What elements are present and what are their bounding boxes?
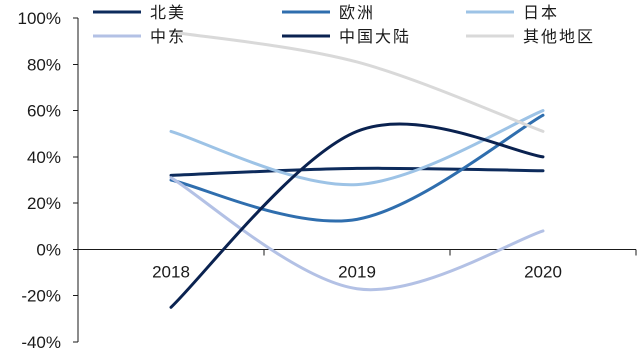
legend-label: 中东 <box>150 27 186 46</box>
data-point <box>540 228 546 234</box>
y-tick-label: -20% <box>21 287 61 306</box>
y-tick-label: 0% <box>36 240 61 259</box>
data-point <box>540 168 546 174</box>
legend-item: 其他地区 <box>466 27 595 46</box>
data-point <box>540 108 546 114</box>
data-point <box>540 154 546 160</box>
legend-label: 欧洲 <box>339 3 375 22</box>
data-point <box>354 128 360 134</box>
series-line-3 <box>169 109 545 187</box>
series-line-1 <box>169 166 545 177</box>
x-category-label: 2020 <box>524 262 562 281</box>
y-tick-label: 20% <box>27 194 61 213</box>
data-point <box>168 128 174 134</box>
data-point <box>354 182 360 188</box>
x-category-label: 2019 <box>338 262 376 281</box>
series-line-5 <box>169 122 545 309</box>
legend-item: 中国大陆 <box>282 27 411 46</box>
y-tick-label: -40% <box>21 333 61 352</box>
legend-item: 日本 <box>466 3 559 22</box>
series-lines <box>168 30 546 310</box>
legend-label: 日本 <box>523 3 559 22</box>
y-tick-label: 100% <box>18 9 61 28</box>
y-tick-label: 80% <box>27 55 61 74</box>
x-category-label: 2018 <box>152 262 190 281</box>
legend-item: 中东 <box>93 27 186 46</box>
series-line-4 <box>169 176 545 292</box>
legend-item: 欧洲 <box>282 3 375 22</box>
axes: 100% 80% 60% 40% 20% 0% -20% -40% 2018 2019 2020 <box>18 9 637 352</box>
legend-item: 北美 <box>93 3 186 22</box>
data-point <box>354 59 360 65</box>
series-line-6 <box>169 30 545 133</box>
data-point <box>354 286 360 292</box>
y-tick-label: 40% <box>27 148 61 167</box>
legend-label: 其他地区 <box>523 27 595 46</box>
data-point <box>354 165 360 171</box>
legend-label: 中国大陆 <box>339 27 411 46</box>
data-point <box>168 304 174 310</box>
legend-label: 北美 <box>150 3 186 22</box>
data-point <box>540 128 546 134</box>
data-point <box>168 175 174 181</box>
y-tick-label: 60% <box>27 102 61 121</box>
data-point <box>354 216 360 222</box>
